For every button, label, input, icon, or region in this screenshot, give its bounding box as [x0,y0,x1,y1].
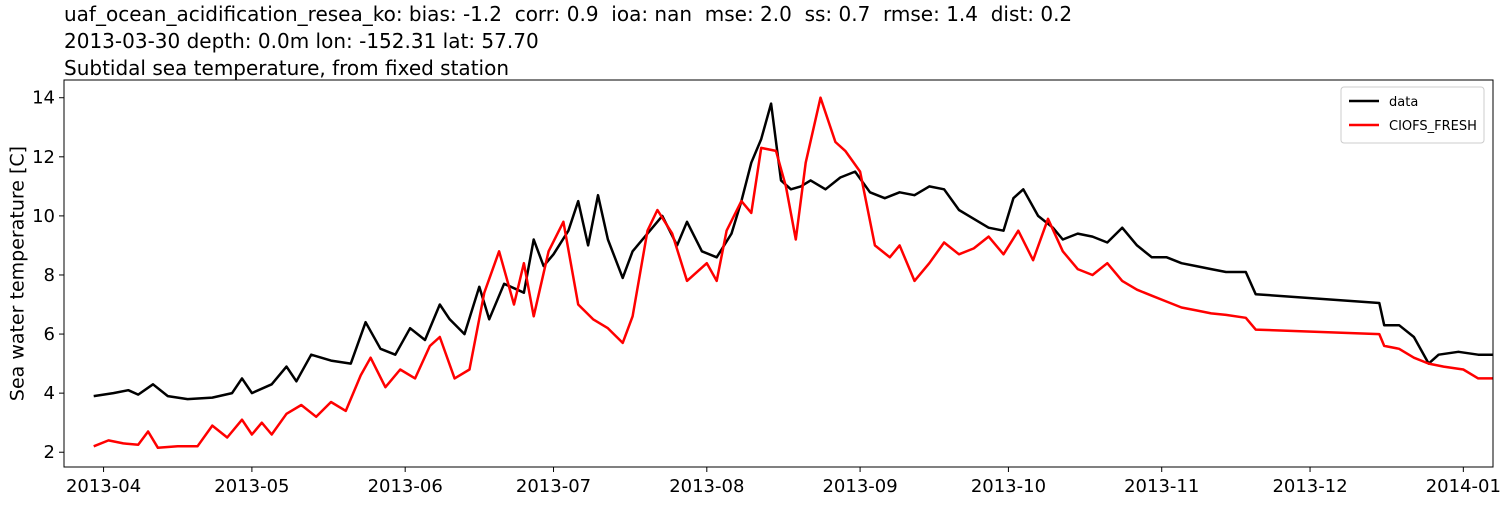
y-tick-label: 2 [44,442,55,463]
y-axis: 2 4 6 8 10 12 14 [32,88,64,463]
x-tick-label: 2013-11 [1124,476,1199,497]
legend-label: CIOFS_FRESH [1389,119,1477,134]
x-tick-label: 2013-10 [971,476,1046,497]
y-tick-label: 4 [44,383,55,404]
chart-title-line-2: 2013-03-30 depth: 0.0m lon: -152.31 lat:… [64,29,539,53]
y-tick-label: 14 [32,88,55,109]
x-tick-label: 2013-05 [214,476,289,497]
y-tick-label: 12 [32,147,55,168]
chart-title-line-1: uaf_ocean_acidification_resea_ko: bias: … [64,2,1073,26]
y-tick-label: 6 [44,324,55,345]
series-line-1 [93,102,1493,401]
x-tick-label: 2013-08 [669,476,744,497]
legend: data CIOFS_FRESH [1340,86,1485,144]
plot-frame [63,79,1494,468]
chart-title-line-3: Subtidal sea temperature, from fixed sta… [64,56,509,80]
x-tick-label: 2013-04 [66,476,141,497]
y-axis-label: Sea water temperature [C] [7,146,29,401]
x-tick-label: 2013-12 [1272,476,1347,497]
x-tick-label: 2013-07 [516,476,591,497]
legend-label: data [1389,95,1418,110]
x-axis: 2013-04 2013-05 2013-06 2013-07 2013-08 2013-… [66,467,1500,497]
x-tick-label: 2013-06 [368,476,443,497]
x-tick-label: 2014-01 [1426,476,1500,497]
series-line-2 [93,96,1493,450]
y-tick-label: 10 [32,206,55,227]
series-layer [93,96,1493,450]
y-tick-label: 8 [44,265,55,286]
x-tick-label: 2013-09 [822,476,897,497]
